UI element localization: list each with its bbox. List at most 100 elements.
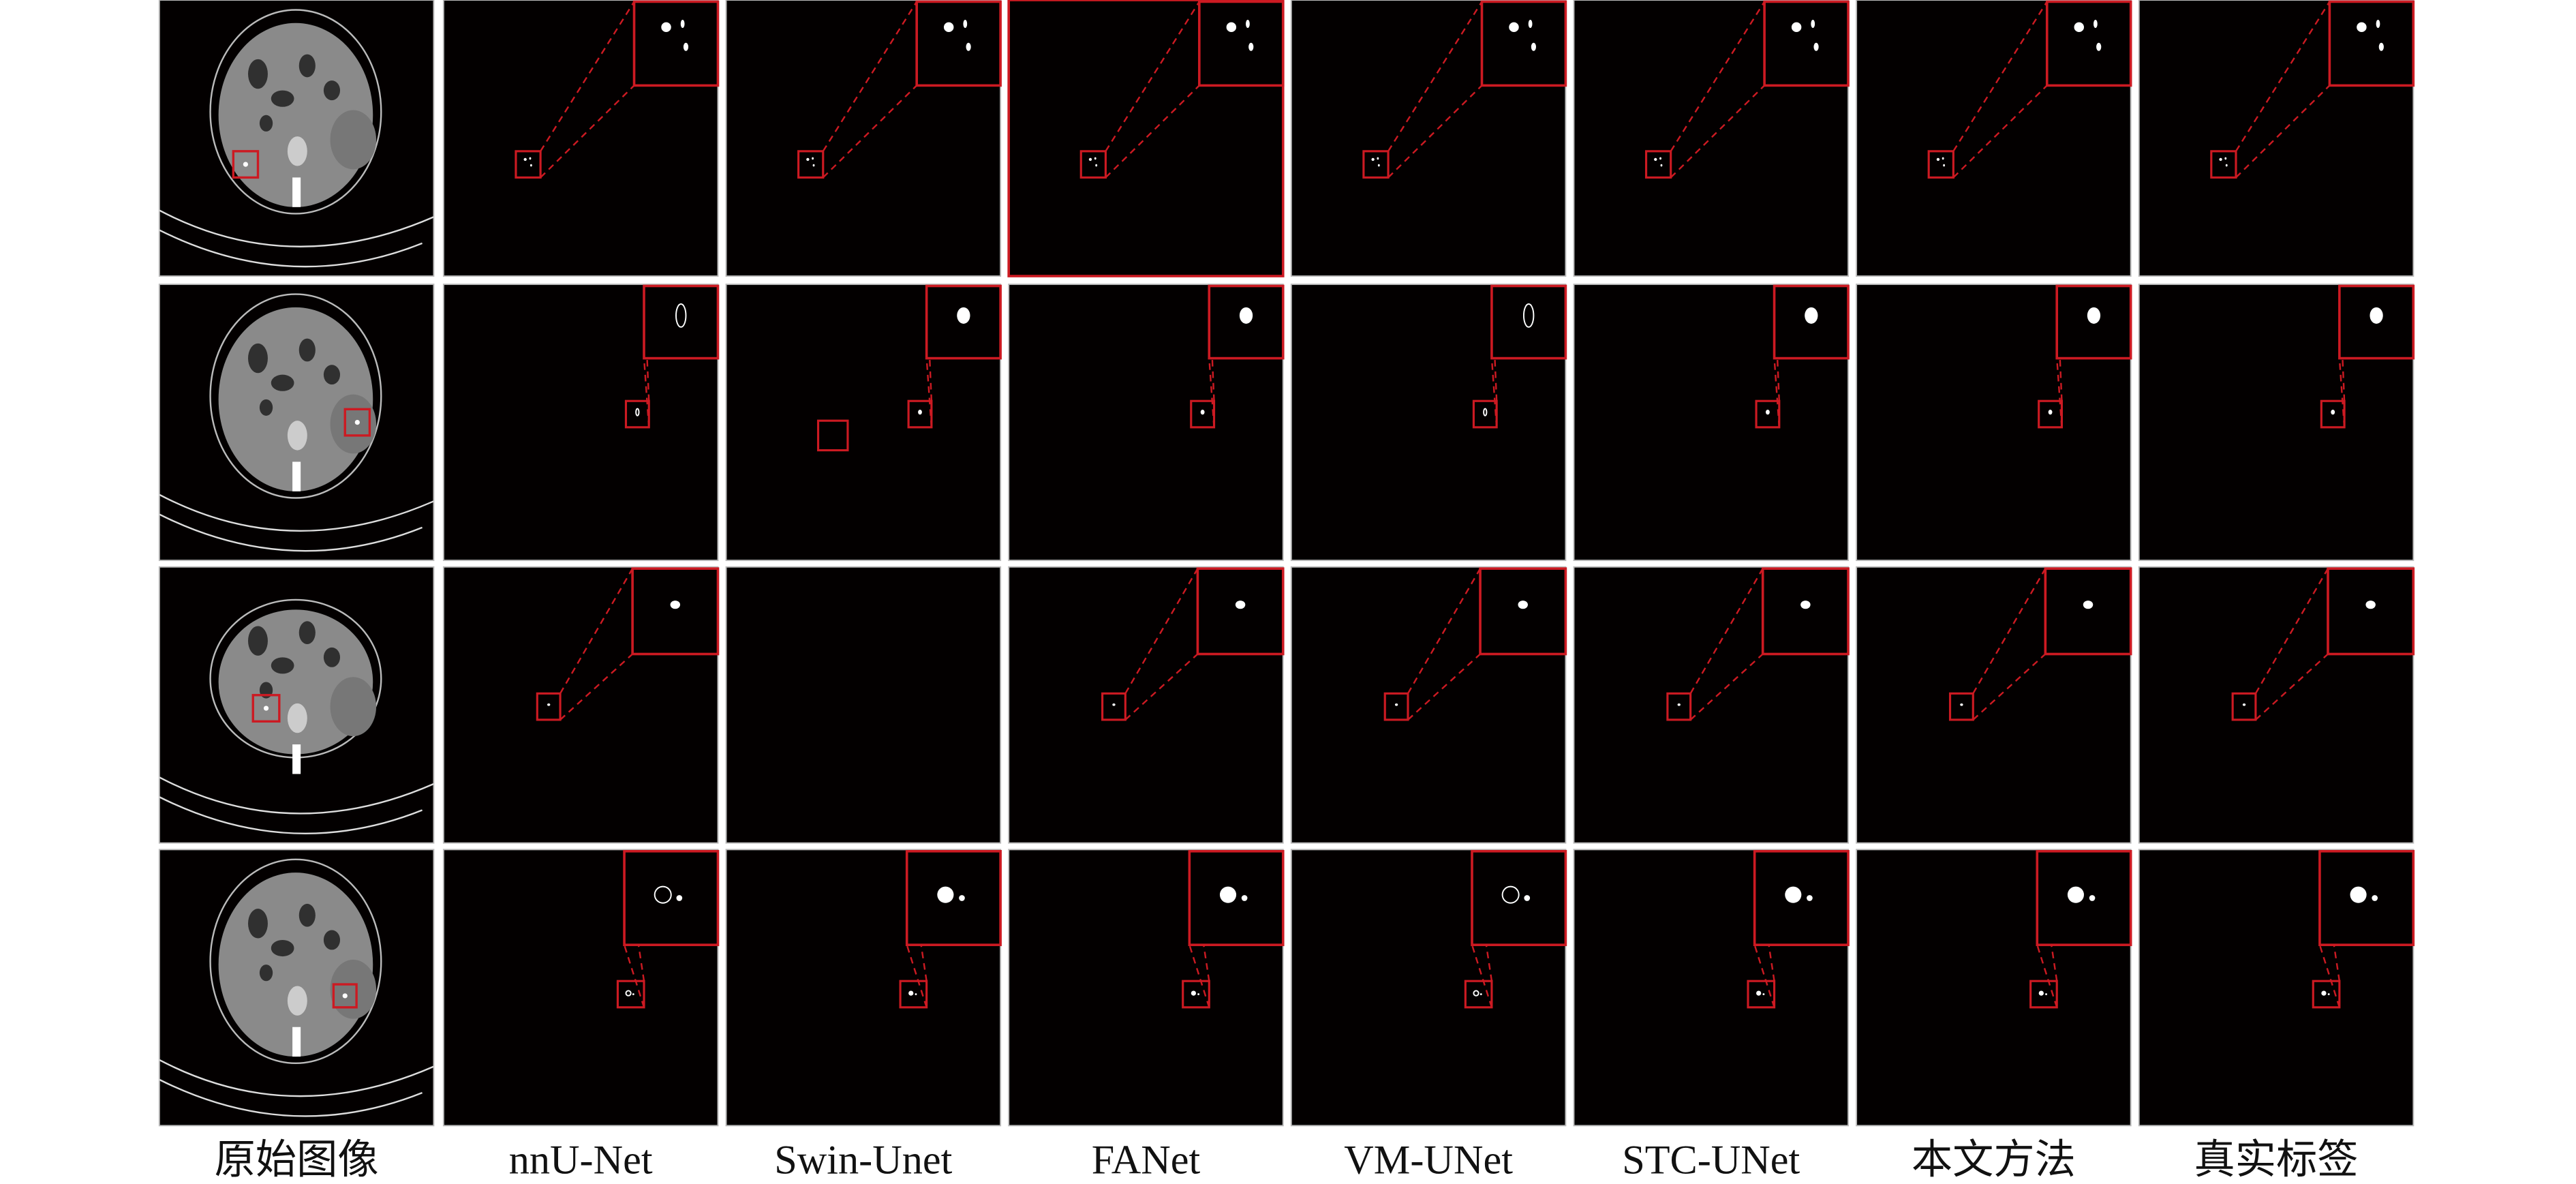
mask-blob: [1766, 410, 1770, 415]
panel-4-row-1: [1008, 0, 1285, 277]
zoom-inset: [915, 0, 1002, 87]
mask-blob: [1654, 157, 1657, 162]
mask-blob: [812, 157, 814, 160]
roi-box: [1755, 399, 1781, 429]
roi-box: [2210, 150, 2237, 179]
roi-box: [616, 980, 645, 1009]
panel-5-row-2: [1290, 284, 1567, 562]
organ: [330, 677, 377, 737]
mask-blob: [1942, 157, 1944, 160]
mask-blob: [1813, 42, 1819, 51]
zoom-inset: [2327, 567, 2415, 656]
mask-blob: [523, 157, 527, 162]
zoom-inset: [1479, 567, 1567, 656]
bowel-gas: [259, 399, 273, 416]
mask-blob: [675, 303, 687, 328]
bowel-gas: [259, 115, 273, 132]
mask-blob: [1807, 895, 1813, 901]
mask-blob: [2067, 886, 2084, 903]
panel-8-row-1: [2138, 0, 2415, 277]
table-line: [159, 1078, 423, 1117]
mask-blob: [2376, 19, 2380, 29]
spine: [292, 1027, 301, 1057]
roi-box: [899, 980, 928, 1009]
table-line: [159, 229, 423, 268]
mask-blob: [937, 886, 954, 903]
mask-blob: [1088, 157, 1092, 162]
panel-7-row-3: [1856, 566, 2132, 844]
zoom-connector: [1952, 85, 2048, 179]
panel-1-row-1: [158, 0, 435, 277]
zoom-inset: [643, 284, 720, 360]
mask-blob: [1191, 990, 1196, 996]
zoom-connector: [1407, 568, 1482, 694]
mask-blob: [2083, 601, 2094, 609]
panel-3-row-3: [725, 566, 1002, 844]
mask-blob: [1479, 993, 1482, 995]
bowel-gas: [323, 80, 341, 101]
panel-6-row-1: [1573, 0, 1850, 277]
zoom-connector: [559, 568, 634, 694]
mask-blob: [2321, 990, 2327, 996]
mask-blob: [1811, 19, 1815, 29]
mask-blob: [1377, 164, 1380, 167]
panel-8-row-2: [2138, 284, 2415, 562]
mask-blob: [2225, 164, 2228, 167]
zoom-connector: [1689, 568, 1764, 694]
mask-blob: [1371, 157, 1375, 162]
aorta: [287, 136, 307, 166]
mask-blob: [2074, 22, 2084, 33]
highlight-frame: [1007, 0, 1285, 277]
zoom-connector: [2254, 568, 2329, 694]
organ: [330, 959, 377, 1019]
mask-blob: [654, 885, 672, 904]
mask-blob: [1791, 22, 1802, 33]
mask-blob: [1235, 601, 1246, 609]
zoom-inset: [1198, 0, 1285, 87]
zoom-connector: [540, 1, 635, 152]
mask-blob: [635, 408, 640, 416]
roi-box: [2231, 692, 2257, 721]
bowel-gas: [323, 365, 341, 385]
mask-blob: [2350, 886, 2367, 903]
table-line: [159, 513, 423, 552]
bowel-gas: [271, 939, 294, 957]
mask-blob: [918, 410, 922, 415]
zoom-inset: [2045, 0, 2132, 87]
body-outline: [209, 858, 382, 1064]
roi-box: [624, 399, 650, 429]
bowel-gas: [271, 90, 294, 107]
bowel-gas: [298, 54, 316, 78]
mask-blob: [2048, 410, 2053, 415]
zoom-connector: [1105, 85, 1200, 179]
mask-blob: [661, 22, 671, 33]
mask-blob: [1095, 164, 1098, 167]
mask-blob: [1756, 990, 1762, 996]
roi-box: [816, 419, 849, 452]
mask-blob: [1762, 993, 1765, 995]
mask-blob: [908, 990, 914, 996]
roi-box: [1190, 399, 1216, 429]
lesion: [342, 993, 348, 999]
lesion: [243, 162, 249, 167]
roi-box: [1464, 980, 1493, 1009]
zoom-inset: [2044, 567, 2132, 656]
zoom-connector: [1952, 1, 2048, 152]
bowel-gas: [248, 59, 268, 89]
zoom-connector: [2235, 1, 2331, 152]
column-label: Swin-Unet: [774, 1137, 952, 1183]
column-label: 真实标签: [2194, 1137, 2359, 1183]
mask-blob: [1524, 895, 1531, 901]
mask-blob: [680, 19, 685, 29]
roi-box: [1948, 692, 1974, 721]
mask-blob: [2219, 157, 2222, 162]
roi-box: [1079, 150, 1107, 179]
panel-2-row-2: [442, 284, 720, 562]
body-outline: [209, 9, 382, 215]
mask-blob: [1248, 42, 1254, 51]
zoom-connector: [2235, 85, 2331, 179]
aorta: [287, 986, 307, 1016]
roi-box: [332, 983, 358, 1009]
zoom-connector: [1972, 653, 2046, 720]
mask-blob: [1785, 886, 1802, 903]
